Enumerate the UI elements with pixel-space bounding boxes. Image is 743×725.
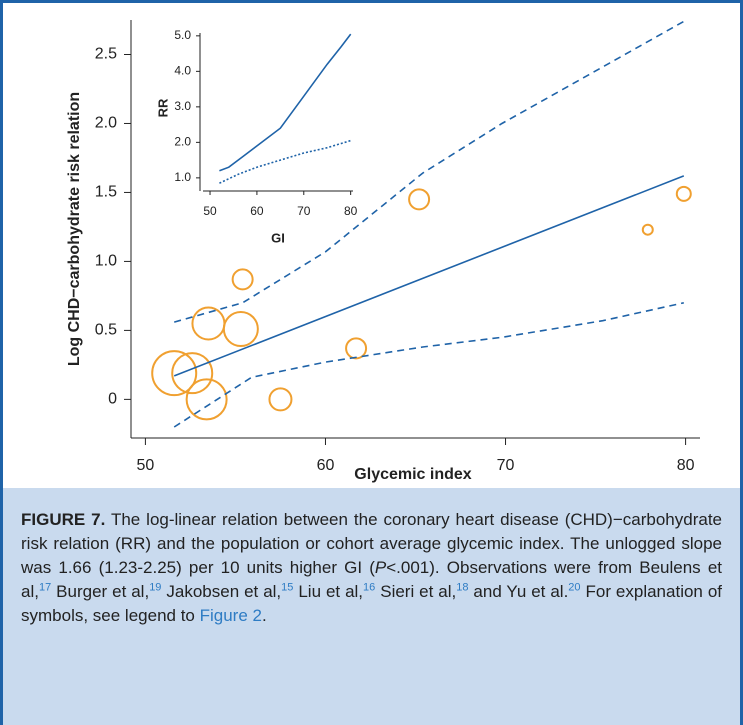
caption-text: The log-linear relation between the coro… bbox=[21, 510, 723, 577]
x-tick-label: 60 bbox=[317, 457, 335, 474]
bubble bbox=[345, 337, 368, 360]
inset-x-title: GI bbox=[271, 230, 285, 245]
bubble bbox=[641, 223, 654, 236]
bubble bbox=[268, 387, 293, 412]
bubble bbox=[171, 352, 214, 395]
reference: 17 bbox=[38, 581, 52, 594]
caption-text: Liu et al, bbox=[293, 582, 364, 601]
x-tick-label: 80 bbox=[677, 457, 695, 474]
caption-text: For explanation of symbols, see legend t… bbox=[21, 582, 722, 625]
x-tick-label: 70 bbox=[497, 457, 515, 474]
y-tick-label: 5.0 bbox=[174, 28, 191, 42]
y-tick-label: 3.0 bbox=[174, 99, 191, 113]
y-tick-label: 0 bbox=[108, 391, 117, 408]
caption-text: and Yu et al. bbox=[468, 582, 569, 601]
x-tick-label: 50 bbox=[137, 457, 155, 474]
reference: 20 bbox=[568, 581, 581, 594]
reference: 19 bbox=[149, 581, 162, 594]
caption-text: Sieri et al, bbox=[375, 582, 457, 601]
bubble bbox=[408, 188, 431, 211]
reference: 15 bbox=[281, 581, 294, 594]
caption-text: P bbox=[374, 558, 387, 577]
caption: FIGURE 7. The log-linear relation betwee… bbox=[3, 488, 740, 725]
inset-y-title: RR bbox=[155, 98, 170, 117]
x-tick-label: 60 bbox=[250, 204, 264, 218]
bubble bbox=[151, 350, 198, 397]
bubble bbox=[191, 306, 226, 341]
bubble bbox=[222, 311, 259, 348]
y-tick-label: 4.0 bbox=[174, 64, 191, 78]
link[interactable]: Figure 2 bbox=[199, 606, 262, 625]
caption-text: . bbox=[261, 606, 267, 625]
x-tick-label: 50 bbox=[203, 204, 217, 218]
x-tick-label: 70 bbox=[297, 204, 311, 218]
caption-text: <.001). Observations were from Beulens e… bbox=[21, 558, 722, 601]
y-tick-label: 2.0 bbox=[95, 115, 117, 132]
line bbox=[219, 33, 352, 172]
reference: 16 bbox=[363, 581, 376, 594]
chart: Log CHD−carbohydrate risk relation Glyce… bbox=[66, 20, 700, 483]
line bbox=[219, 139, 351, 184]
caption-text: Burger et al, bbox=[51, 582, 150, 601]
x-tick-label: 80 bbox=[344, 204, 358, 218]
reference: 18 bbox=[456, 581, 469, 594]
bubble bbox=[675, 185, 692, 202]
y-tick-label: 1.0 bbox=[95, 253, 117, 270]
y-tick-label: 0.5 bbox=[95, 322, 117, 339]
caption-label: FIGURE 7. bbox=[21, 510, 106, 529]
x-axis-title: Glycemic index bbox=[354, 466, 471, 483]
bubble bbox=[185, 378, 228, 421]
y-tick-label: 1.5 bbox=[95, 184, 117, 201]
caption-text: Jakobsen et al, bbox=[161, 582, 282, 601]
y-tick-label: 2.0 bbox=[174, 135, 191, 149]
regression-line bbox=[173, 20, 685, 323]
y-axis-title: Log CHD−carbohydrate risk relation bbox=[66, 92, 83, 366]
y-tick-label: 2.5 bbox=[95, 46, 117, 63]
regression-line bbox=[173, 175, 685, 377]
y-tick-label: 1.0 bbox=[174, 170, 191, 184]
bubble bbox=[231, 268, 254, 291]
regression-line bbox=[173, 302, 684, 428]
